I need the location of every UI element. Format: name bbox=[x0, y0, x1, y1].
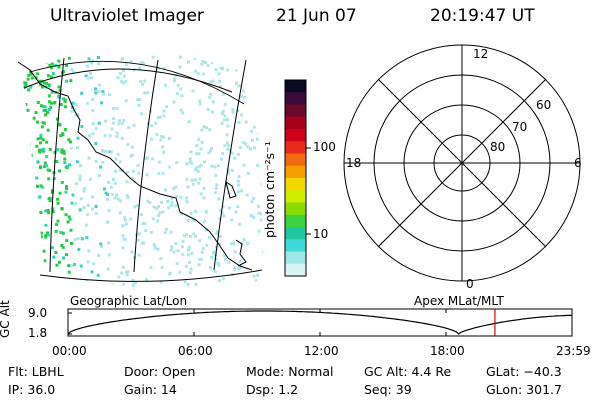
time-tick-2359: 23:59 bbox=[556, 344, 591, 358]
colorbar-band bbox=[285, 165, 306, 179]
map-caption: Geographic Lat/Lon bbox=[70, 294, 188, 308]
sequence-info: Seq: 39 bbox=[364, 382, 412, 397]
polar-plot bbox=[343, 44, 581, 282]
geo-longitude-info: GLon: 301.7 bbox=[486, 382, 562, 397]
dsp-info: Dsp: 1.2 bbox=[246, 382, 299, 397]
colorbar-band bbox=[285, 153, 306, 167]
mlt-label-18: 18 bbox=[346, 156, 362, 170]
mlt-label-6: 6 bbox=[574, 156, 582, 170]
colorbar-band bbox=[285, 104, 306, 118]
orbit-altitude-curve bbox=[67, 310, 573, 335]
door-info: Door: Open bbox=[124, 364, 196, 379]
date-label: 21 Jun 07 bbox=[276, 6, 357, 26]
time-label: 20:19:47 UT bbox=[430, 6, 535, 26]
mlt-label-12: 12 bbox=[473, 47, 489, 61]
time-tick-0600: 06:00 bbox=[178, 344, 213, 358]
map-grid-lines bbox=[23, 57, 263, 282]
colorbar-band bbox=[285, 239, 306, 252]
time-tick-1200: 12:00 bbox=[304, 344, 339, 358]
coastline bbox=[17, 61, 253, 271]
colorbar-band bbox=[285, 227, 306, 240]
colorbar-band bbox=[285, 116, 306, 130]
colorbar-band bbox=[285, 190, 306, 203]
colorbar-tick-10: 10 bbox=[313, 227, 329, 241]
polar-caption: Apex MLat/MLT bbox=[414, 294, 504, 308]
colorbar-band bbox=[285, 129, 306, 142]
geo-latitude-info: GLat: −40.3 bbox=[486, 364, 562, 379]
mlat-label-70: 70 bbox=[512, 120, 528, 134]
time-tick-1800: 18:00 bbox=[430, 344, 465, 358]
colorbar-band bbox=[285, 178, 306, 191]
filter-info: Flt: LBHL bbox=[8, 364, 64, 379]
colorbar-band bbox=[285, 202, 306, 216]
colorbar-band bbox=[285, 251, 306, 265]
mlt-label-0: 0 bbox=[466, 277, 474, 291]
mlat-label-80: 80 bbox=[490, 140, 506, 154]
altitude-ticks bbox=[68, 309, 447, 336]
altitude-ytick-min: 1.8 bbox=[28, 326, 48, 340]
colorbar-band bbox=[285, 141, 306, 154]
mode-info: Mode: Normal bbox=[246, 364, 334, 379]
gc-altitude-info: GC Alt: 4.4 Re bbox=[364, 364, 452, 379]
altitude-ytick-max: 9.0 bbox=[28, 306, 48, 320]
ip-info: IP: 36.0 bbox=[8, 382, 56, 397]
color-bar bbox=[285, 80, 306, 277]
colorbar-band bbox=[285, 214, 306, 228]
instrument-title: Ultraviolet Imager bbox=[50, 6, 204, 26]
time-tick-0000: 00:00 bbox=[52, 344, 87, 358]
colorbar-band bbox=[285, 263, 306, 277]
altitude-ylabel: GC Alt bbox=[0, 300, 12, 338]
colorbar-band bbox=[285, 80, 306, 93]
colorbar-tick-100: 100 bbox=[313, 140, 336, 154]
gain-info: Gain: 14 bbox=[124, 382, 177, 397]
colorbar-band bbox=[285, 92, 306, 105]
colorbar-units-label: photon cm⁻²s⁻¹ bbox=[262, 141, 277, 238]
mlat-label-60: 60 bbox=[536, 98, 552, 112]
